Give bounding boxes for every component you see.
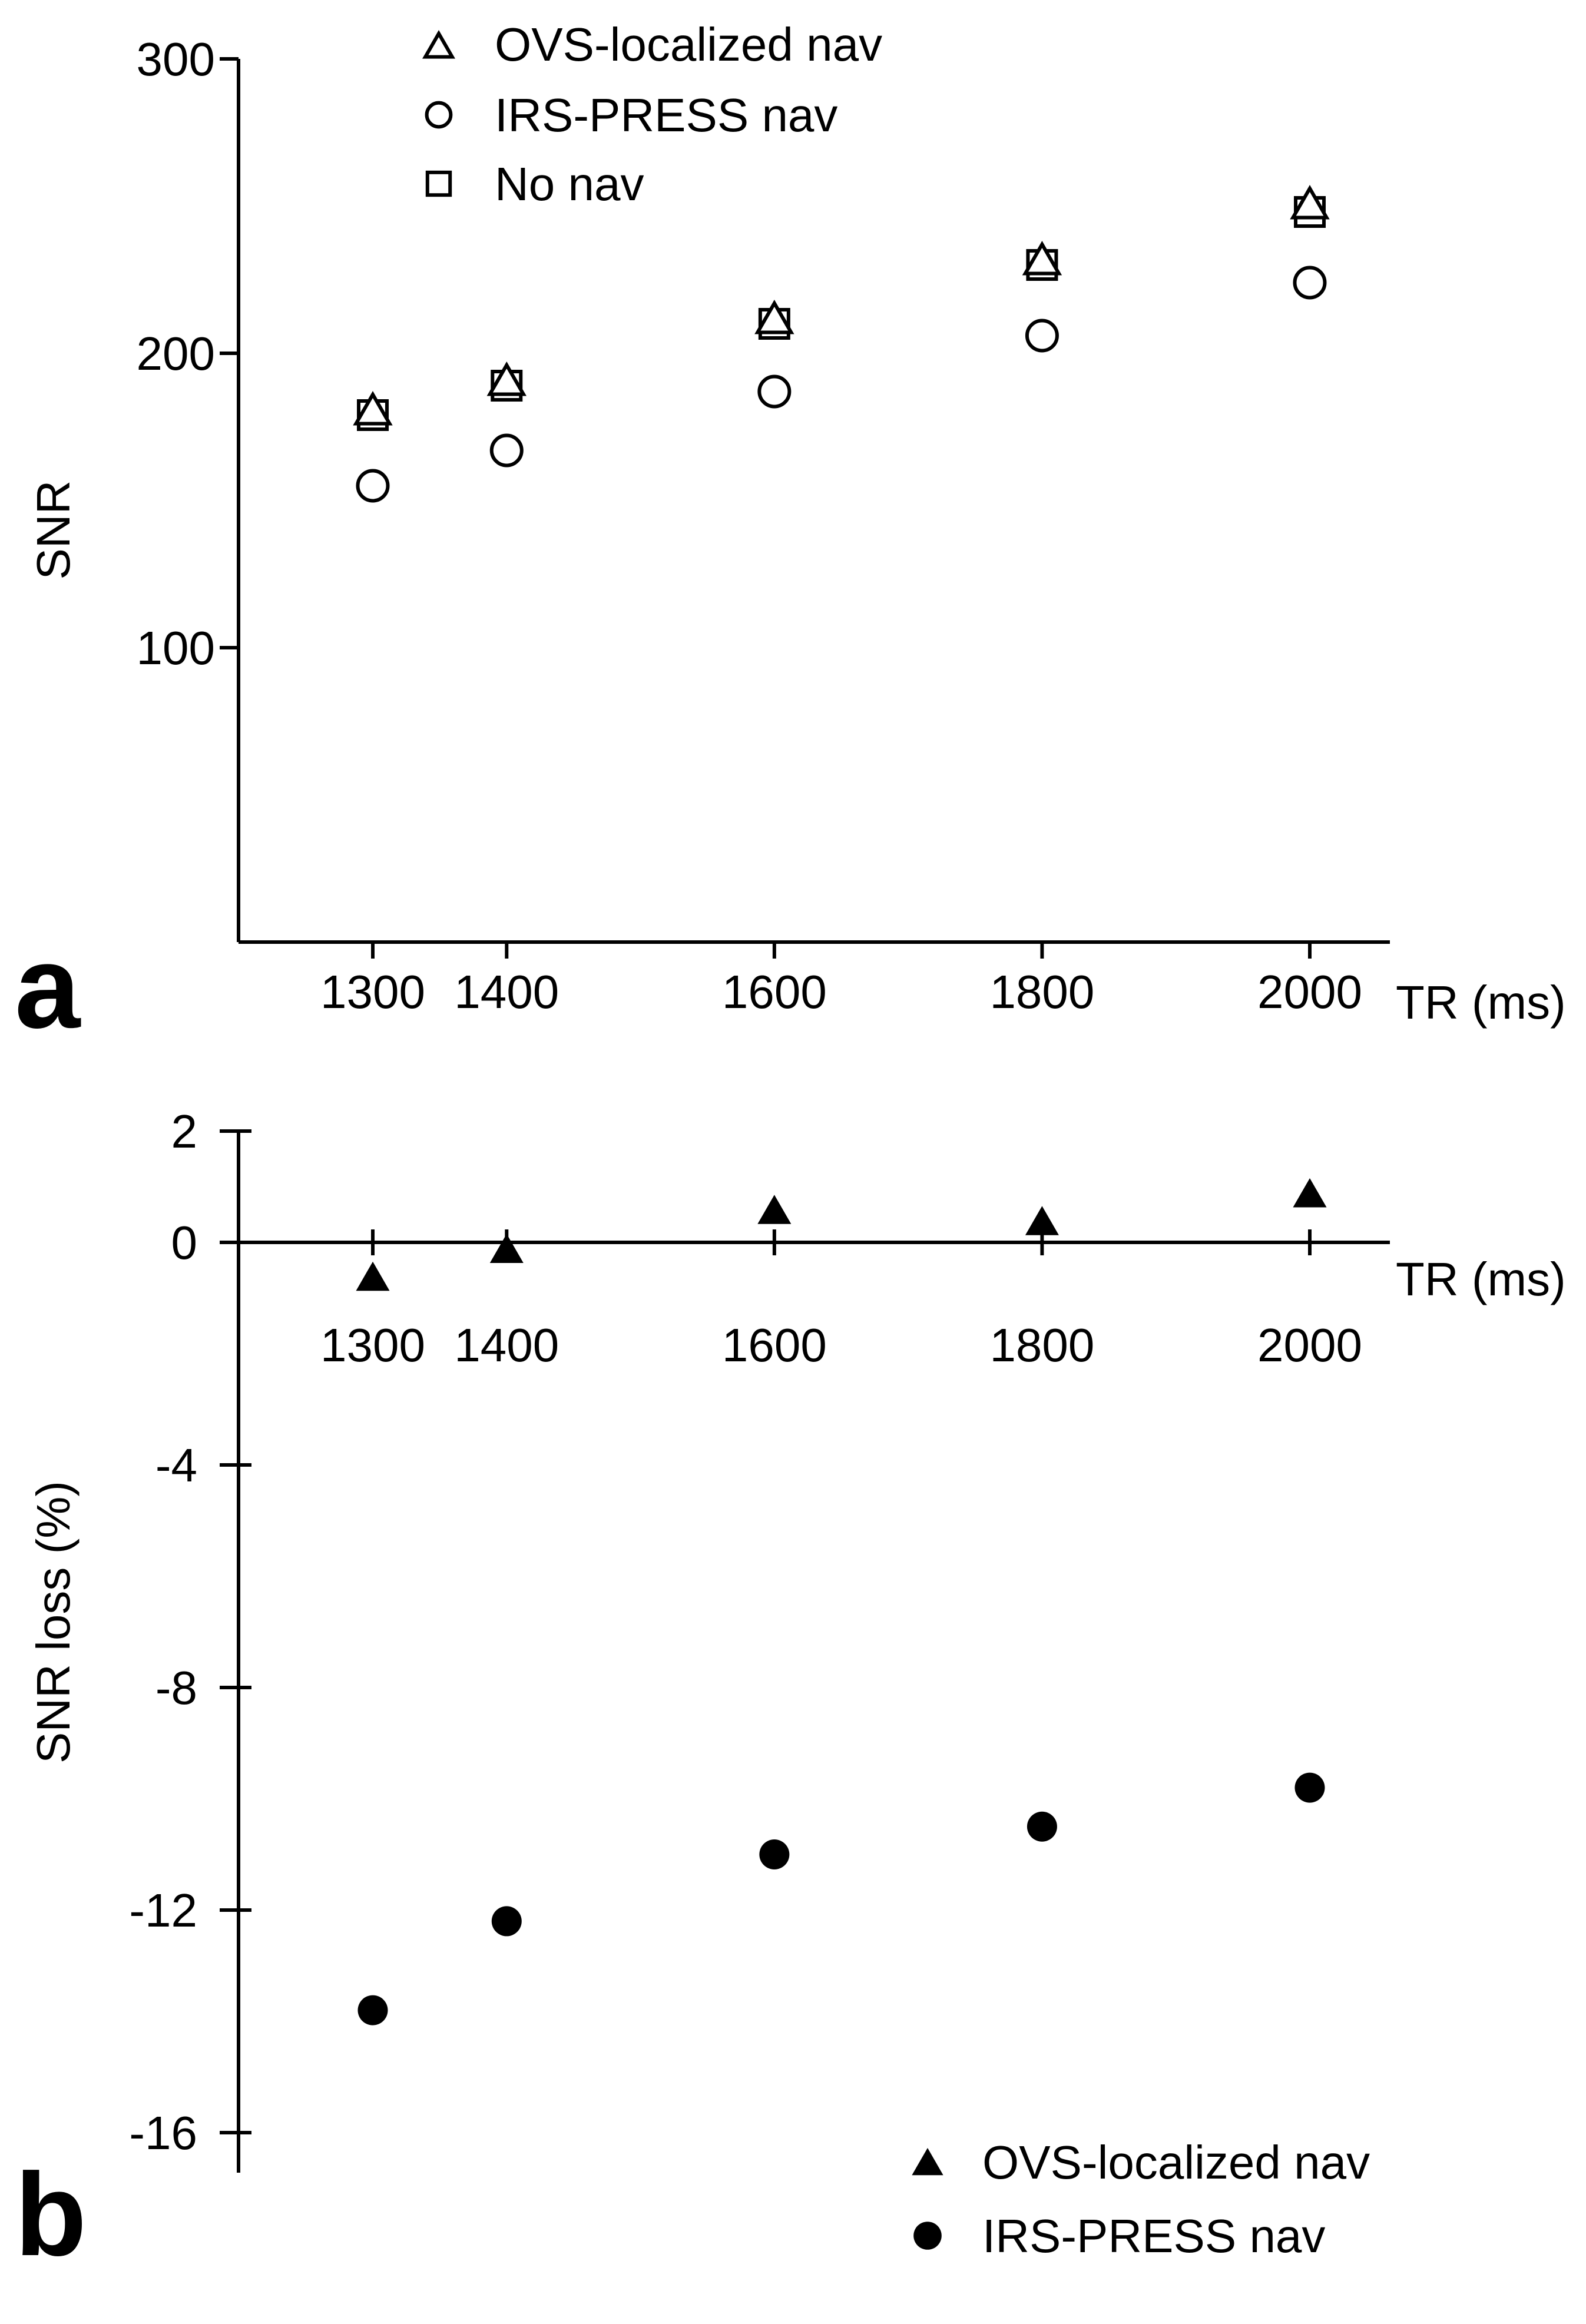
panel-b-label: b — [15, 2149, 87, 2280]
panel-b-point — [1027, 1811, 1057, 1842]
panel-a-y-axis-label: SNR — [27, 480, 80, 580]
panel-b-legend-label: IRS-PRESS nav — [982, 2210, 1325, 2262]
panel-b-point — [491, 1906, 522, 1937]
panel-b-y-tick-label: -12 — [129, 1884, 197, 1937]
panel-b-x-tick-label: 1400 — [454, 1319, 559, 1371]
panel-a-x-axis-label: TR (ms) — [1396, 976, 1566, 1029]
panel-b-x-tick-label: 2000 — [1257, 1319, 1362, 1371]
panel-a-point — [1290, 184, 1330, 220]
panel-a-legend-label: No nav — [495, 158, 644, 210]
panel-b-point — [1293, 1178, 1327, 1208]
panel-a-x-tick-label: 1300 — [320, 966, 425, 1018]
panel-b-x-tick-label: 1800 — [989, 1319, 1094, 1371]
panel-a-point — [1025, 319, 1059, 353]
panel-b-point — [757, 1195, 792, 1224]
panel-a-point — [1022, 240, 1062, 276]
panel-b-legend-label: OVS-localized nav — [982, 2136, 1370, 2189]
panel-b-plot: 2 0 -4 -8 -12 -16 1300 1400 1600 1800 2000 OVS-loca… — [129, 1105, 1390, 2262]
panel-a-point — [489, 433, 524, 468]
panel-b-y-tick-label: -16 — [129, 2107, 197, 2159]
panel-b-point — [489, 1234, 524, 1263]
panel-a-y-tick-label: 300 — [137, 33, 215, 85]
panel-b-y-tick-label: 0 — [171, 1216, 198, 1269]
panel-a-point — [356, 469, 390, 503]
panel-b-x-tick-label: 1600 — [722, 1319, 827, 1371]
panel-b-x-axis-label: TR (ms) — [1396, 1253, 1566, 1305]
panel-a-point — [486, 361, 527, 396]
panel-a-label: a — [15, 921, 81, 1053]
panel-b-point — [1294, 1772, 1325, 1803]
panel-b-point — [357, 1995, 388, 2025]
panel-a-point — [353, 390, 393, 426]
panel-a-legend-marker — [425, 101, 453, 129]
panel-a-legend-label: OVS-localized nav — [495, 18, 882, 71]
panel-a-y-tick-label: 200 — [137, 327, 215, 380]
panel-a-x-tick-label: 1800 — [989, 966, 1094, 1018]
panel-a-x-tick-label: 1600 — [722, 966, 827, 1018]
panel-b-y-tick-label: -4 — [155, 1439, 197, 1491]
panel-a-plot: 100 200 300 1300 1400 1600 1800 2000 OVS-localiz… — [137, 18, 1390, 1018]
panel-b-point — [356, 1261, 390, 1291]
panel-a-point — [754, 299, 794, 334]
panel-a-point — [757, 374, 792, 409]
panel-a-y-tick-label: 100 — [137, 622, 215, 674]
panel-a-point — [1293, 266, 1327, 300]
panel-a-x-tick-label: 2000 — [1257, 966, 1362, 1018]
panel-a-legend-label: IRS-PRESS nav — [495, 89, 837, 141]
panel-a-legend-marker — [425, 170, 452, 197]
panel-b-point — [759, 1839, 790, 1869]
panel-b-point — [1025, 1206, 1059, 1235]
panel-b-y-tick-label: 2 — [171, 1105, 198, 1158]
panel-b-y-tick-label: -8 — [155, 1662, 197, 1714]
panel-a-x-tick-label: 1400 — [454, 966, 559, 1018]
panel-b-legend-marker — [912, 2148, 943, 2176]
panel-b-legend-marker — [913, 2222, 942, 2250]
panel-a-legend-marker — [422, 29, 455, 59]
panel-b-x-tick-label: 1300 — [320, 1319, 425, 1371]
panel-b-y-axis-label: SNR loss (%) — [27, 1481, 80, 1763]
